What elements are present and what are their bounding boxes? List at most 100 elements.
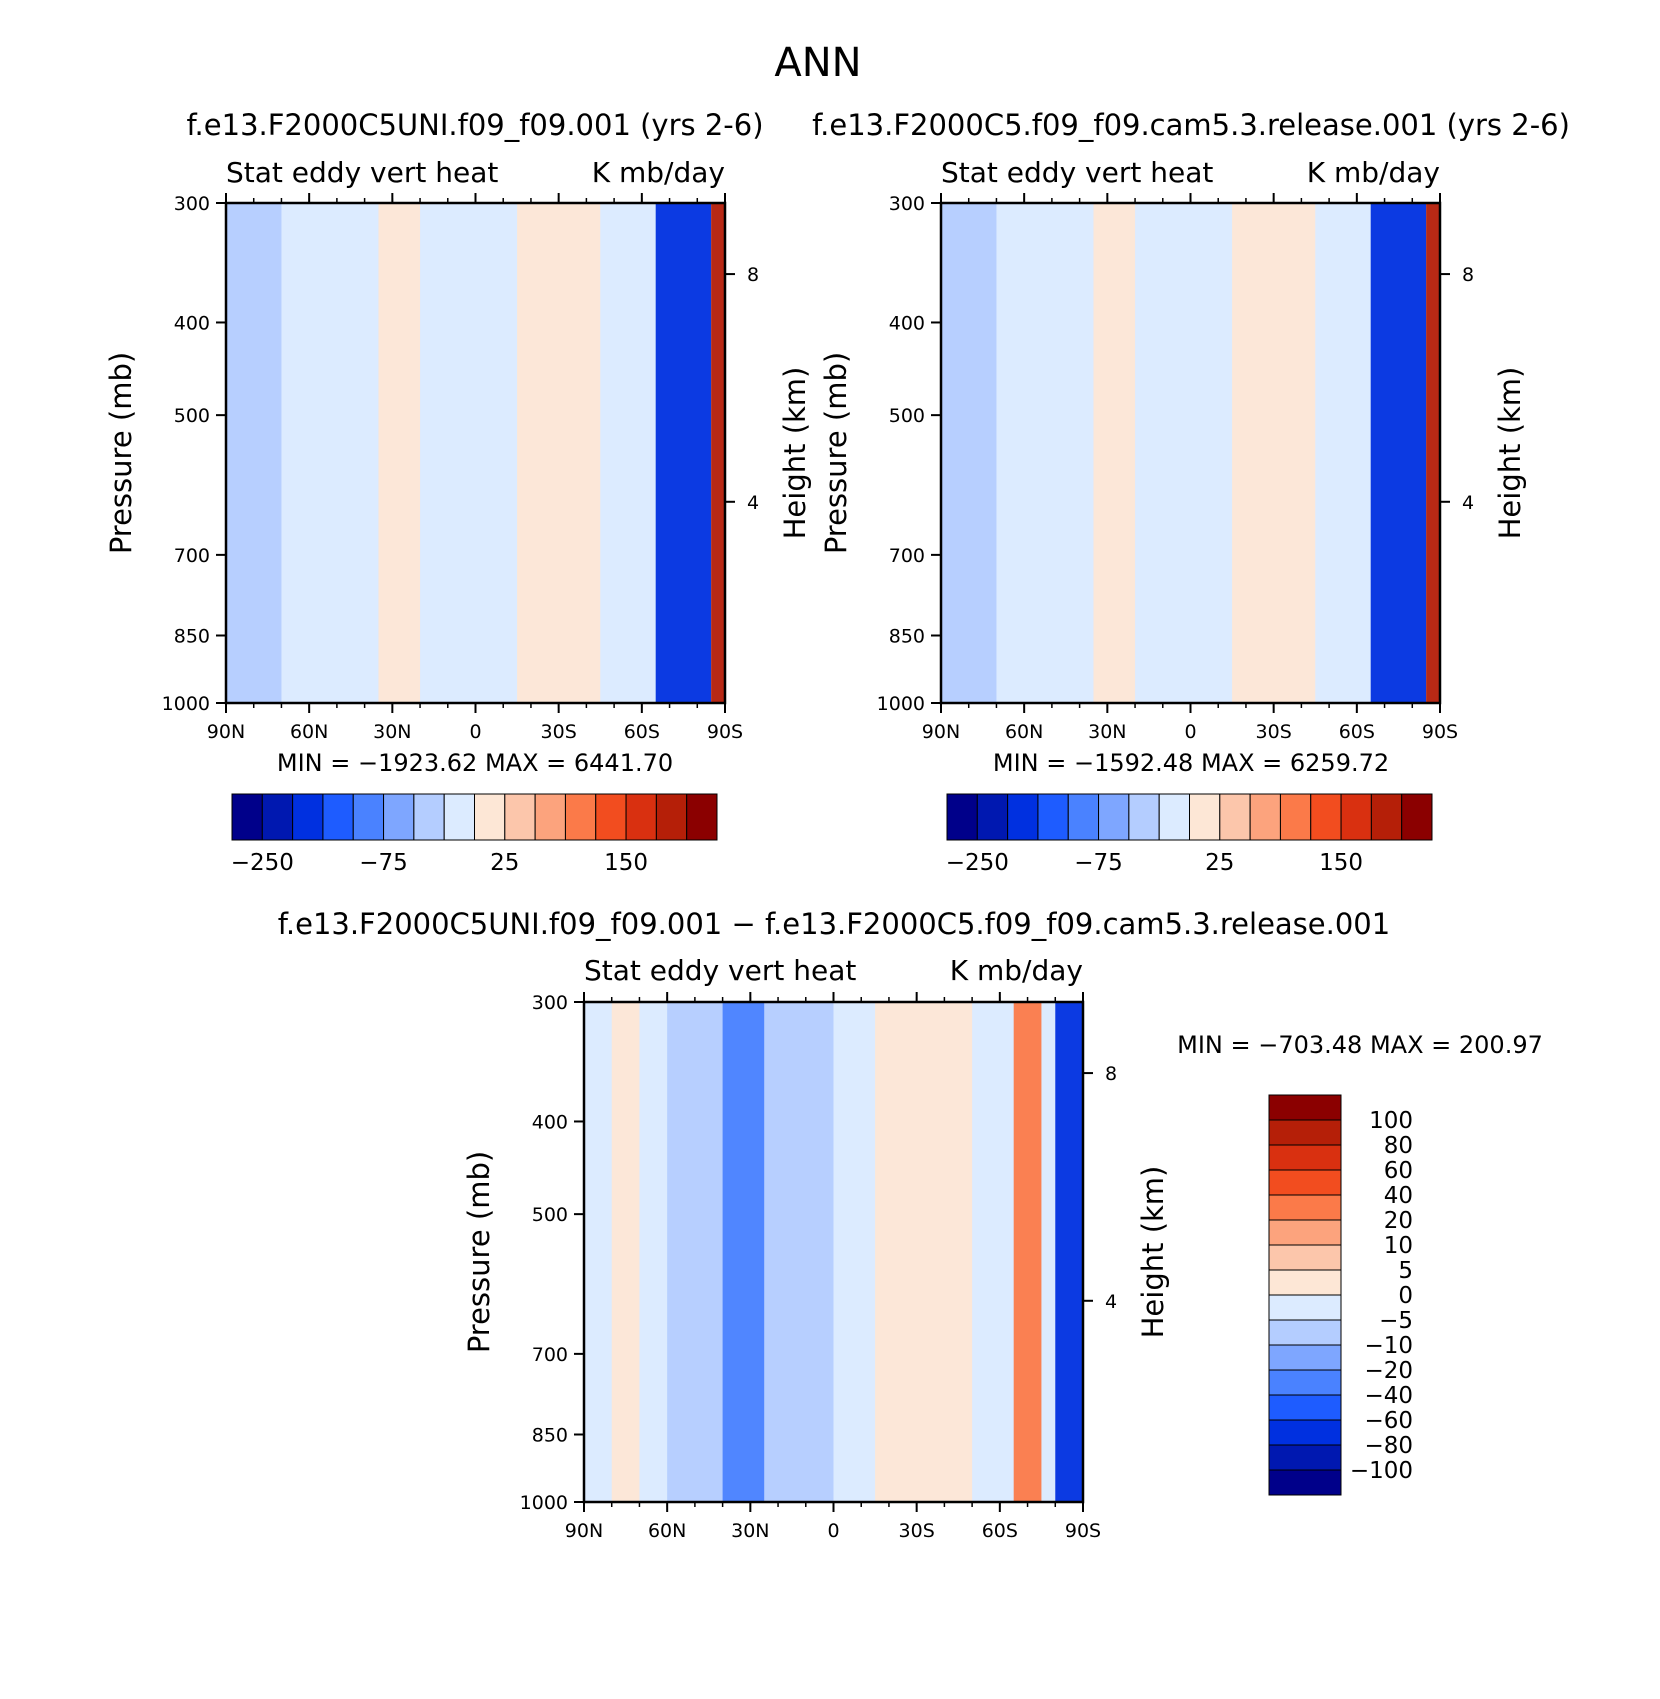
x-tick-label: 30N <box>1088 721 1126 743</box>
colorbar-swatch <box>292 793 324 841</box>
y-axis-right-label: Height (km) <box>1493 367 1527 540</box>
colorbar-swatch <box>1268 1294 1342 1321</box>
colorbar-swatch <box>1067 793 1100 841</box>
colorbar-swatch <box>655 793 688 841</box>
colorbar-swatch <box>1189 793 1221 841</box>
x-tick-label: 60N <box>1005 721 1043 743</box>
colorbar-swatch <box>443 793 475 841</box>
heatmap-band-3 <box>722 1002 765 1502</box>
colorbar-swatch <box>261 793 294 841</box>
x-tick-label: 30S <box>541 721 577 743</box>
x-tick-label: 30S <box>1256 721 1292 743</box>
colorbar-swatch <box>1268 1144 1342 1171</box>
colorbar-label: −250 <box>946 850 1009 876</box>
heatmap-band-2 <box>378 203 421 703</box>
colorbar-label: −100 <box>1350 1458 1413 1484</box>
y-tick-label: 300 <box>532 992 568 1014</box>
colorbar-swatch <box>1279 793 1312 841</box>
colorbar-swatch <box>1401 793 1433 841</box>
colorbar: −250 −75 25 150 <box>231 793 718 876</box>
panel-subtitle-right: K mb/day <box>592 156 725 189</box>
colorbar-swatch <box>1268 1244 1342 1271</box>
y-tick-label: 700 <box>174 545 210 567</box>
colorbar-swatch <box>1007 793 1039 841</box>
colorbar-label: −60 <box>1364 1408 1413 1434</box>
y-tick-label: 1000 <box>877 693 925 715</box>
y-right-tick-label: 8 <box>1462 264 1474 286</box>
colorbar-label: −250 <box>231 850 294 876</box>
y-axis-right-label: Height (km) <box>1136 1166 1170 1339</box>
y-tick-label: 1000 <box>520 1492 568 1514</box>
x-tick-label: 30N <box>373 721 411 743</box>
colorbar-label: 150 <box>604 850 648 876</box>
x-tick-label: 90S <box>707 721 743 743</box>
y-tick-label: 1000 <box>162 693 210 715</box>
colorbar-label: −40 <box>1364 1383 1413 1409</box>
x-tick-label: 90S <box>1065 1520 1101 1542</box>
chart-panel-1: f.e13.F2000C5UNI.f09_f09.001 (yrs 2-6) St… <box>104 108 812 876</box>
colorbar-swatch <box>1268 1319 1342 1346</box>
y-tick-label: 400 <box>889 312 925 334</box>
colorbar-label: −5 <box>1379 1308 1413 1334</box>
colorbar-label: 0 <box>1398 1283 1413 1309</box>
y-axis-label: Pressure (mb) <box>462 1151 496 1353</box>
y-tick-label: 700 <box>889 545 925 567</box>
colorbar-swatch <box>1249 793 1281 841</box>
colorbar-swatch <box>1268 1169 1342 1196</box>
colorbar-swatch <box>1268 1094 1342 1121</box>
colorbar-swatch <box>352 793 385 841</box>
x-tick-label: 0 <box>827 1520 839 1542</box>
x-tick-label: 60S <box>982 1520 1018 1542</box>
colorbar-swatch <box>231 793 263 841</box>
colorbar-label: −75 <box>1074 850 1123 876</box>
x-tick-label: 0 <box>469 721 481 743</box>
colorbar-label: −80 <box>1364 1433 1413 1459</box>
colorbar-swatch <box>1268 1219 1342 1246</box>
y-tick-label: 500 <box>174 405 210 427</box>
figure-title: ANN <box>774 40 861 86</box>
colorbar-swatch <box>1268 1344 1342 1371</box>
x-tick-label: 60N <box>648 1520 686 1542</box>
colorbar-label: 60 <box>1384 1158 1413 1184</box>
y-axis-label: Pressure (mb) <box>819 352 853 554</box>
colorbar-swatch <box>595 793 627 841</box>
colorbar-swatch <box>1098 793 1130 841</box>
x-tick-label: 30N <box>731 1520 769 1542</box>
colorbar-swatch <box>686 793 718 841</box>
heatmap-band-6 <box>1055 1002 1083 1502</box>
colorbar-label: 40 <box>1384 1183 1413 1209</box>
colorbar-swatch <box>1268 1369 1342 1396</box>
panel-title: f.e13.F2000C5UNI.f09_f09.001 − f.e13.F20… <box>278 907 1390 941</box>
heatmap-background <box>941 203 1440 703</box>
panel-subtitle-right: K mb/day <box>1307 156 1440 189</box>
colorbar-label: −75 <box>359 850 408 876</box>
y-tick-label: 850 <box>174 626 210 648</box>
panels: f.e13.F2000C5UNI.f09_f09.001 (yrs 2-6) St… <box>104 108 1570 1542</box>
y-right-tick-label: 8 <box>747 264 759 286</box>
colorbar-label: −20 <box>1364 1358 1413 1384</box>
y-tick-label: 300 <box>889 193 925 215</box>
heatmap-band-1 <box>941 203 997 703</box>
y-tick-label: 400 <box>532 1111 568 1133</box>
y-axis-label: Pressure (mb) <box>104 352 138 554</box>
colorbar-swatch <box>1037 793 1069 841</box>
colorbar-swatch <box>1128 793 1160 841</box>
colorbar-swatch <box>1268 1394 1342 1421</box>
colorbar-swatch <box>1268 1119 1342 1146</box>
heatmap-background <box>226 203 725 703</box>
heatmap-band-4 <box>875 1002 973 1502</box>
colorbar: −250 −75 25 150 <box>946 793 1433 876</box>
y-right-tick-label: 4 <box>1462 492 1474 514</box>
y-axis-right-label: Height (km) <box>778 367 812 540</box>
panel-subtitle-left: Stat eddy vert heat <box>584 954 856 987</box>
heatmap-band-1 <box>611 1002 640 1502</box>
panel-subtitle-right: K mb/day <box>950 954 1083 987</box>
heatmap-band-3 <box>1232 203 1316 703</box>
colorbar-swatch <box>946 793 978 841</box>
colorbar-swatch <box>322 793 354 841</box>
panel-title: f.e13.F2000C5.f09_f09.cam5.3.release.001… <box>812 108 1570 142</box>
heatmap-band-4 <box>655 203 712 703</box>
colorbar-swatch <box>1219 793 1251 841</box>
